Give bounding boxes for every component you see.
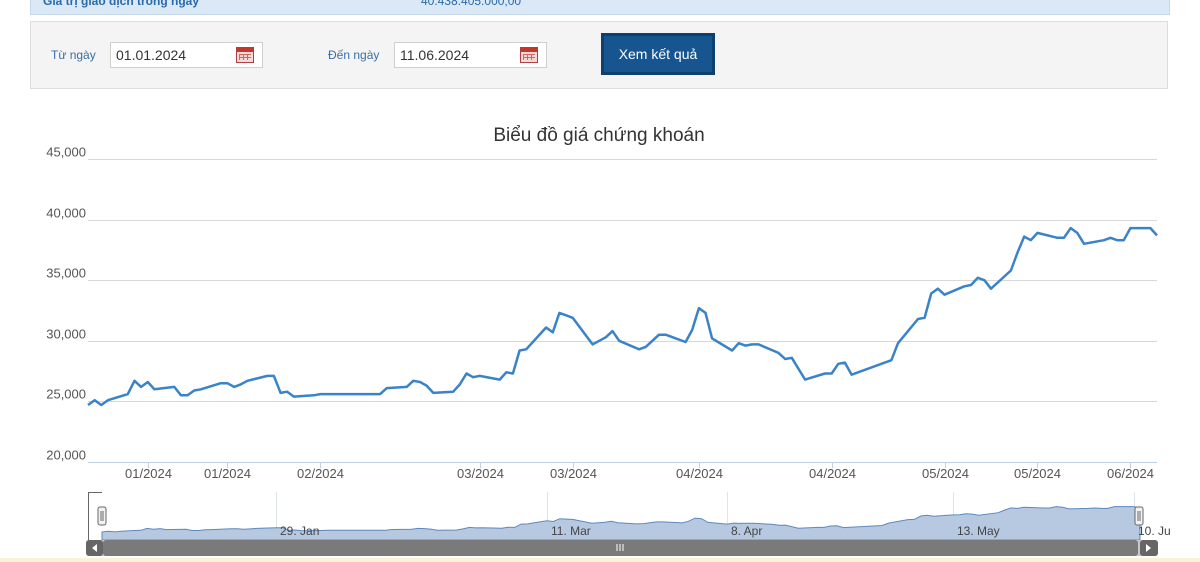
- x-tick-label: 01/2024: [204, 466, 251, 481]
- to-date-label: Đến ngày: [328, 48, 380, 62]
- navigator-right-handle[interactable]: [1134, 506, 1144, 526]
- from-date-field[interactable]: 01.01.2024: [110, 42, 263, 68]
- navigator-date-label: 29. Jan: [280, 524, 319, 538]
- x-tick-label: 04/2024: [809, 466, 856, 481]
- calendar-icon[interactable]: [520, 47, 538, 63]
- y-tick-label: 40,000: [46, 206, 86, 221]
- y-tick-label: 20,000: [46, 448, 86, 463]
- x-tick-label: 03/2024: [457, 466, 504, 481]
- calendar-icon[interactable]: [236, 47, 254, 63]
- date-filter-panel: Từ ngày 01.01.2024 Đến ngày 11.06.2024 X…: [30, 21, 1168, 89]
- from-date-value[interactable]: 01.01.2024: [116, 47, 187, 63]
- navigator-series: [101, 506, 1141, 541]
- x-tick-label: 04/2024: [676, 466, 723, 481]
- x-tick-label: 02/2024: [297, 466, 344, 481]
- handle-body[interactable]: [97, 506, 107, 526]
- x-tick-label: 06/2024: [1107, 466, 1154, 481]
- arrow-right-icon[interactable]: [1146, 544, 1151, 552]
- arrow-left-icon[interactable]: [92, 544, 97, 552]
- view-results-button[interactable]: Xem kết quả: [601, 33, 715, 75]
- to-date-value[interactable]: 11.06.2024: [400, 47, 470, 63]
- x-tick-label: 03/2024: [550, 466, 597, 481]
- navigator-left-handle[interactable]: [97, 506, 107, 526]
- navigator-date-label: 13. May: [957, 524, 1000, 538]
- navigator-date-label: 8. Apr: [731, 524, 762, 538]
- y-tick-label: 25,000: [46, 387, 86, 402]
- navigator-date-label: 10. Ju: [1138, 524, 1171, 538]
- scrollbar[interactable]: [86, 540, 1158, 556]
- summary-label: Giá trị giao dịch trong ngày: [43, 0, 200, 8]
- to-date-field[interactable]: 11.06.2024: [394, 42, 547, 68]
- x-tick-label: 05/2024: [922, 466, 969, 481]
- bottom-divider: [0, 558, 1200, 562]
- navigator-date-label: 11. Mar: [551, 524, 591, 538]
- summary-value: 40.438.405.000,00: [421, 0, 522, 8]
- handle-body[interactable]: [1134, 506, 1144, 526]
- summary-row: Giá trị giao dịch trong ngày 40.438.405.…: [30, 0, 1170, 15]
- chart-title: Biểu đồ giá chứng khoán: [493, 125, 704, 146]
- y-tick-label: 35,000: [46, 266, 86, 281]
- price-line: [87, 226, 1158, 407]
- x-tick-label: 05/2024: [1014, 466, 1061, 481]
- from-date-label: Từ ngày: [51, 48, 96, 62]
- y-tick-label: 45,000: [46, 145, 86, 160]
- y-tick-label: 30,000: [46, 327, 86, 342]
- x-tick-label: 01/2024: [125, 466, 172, 481]
